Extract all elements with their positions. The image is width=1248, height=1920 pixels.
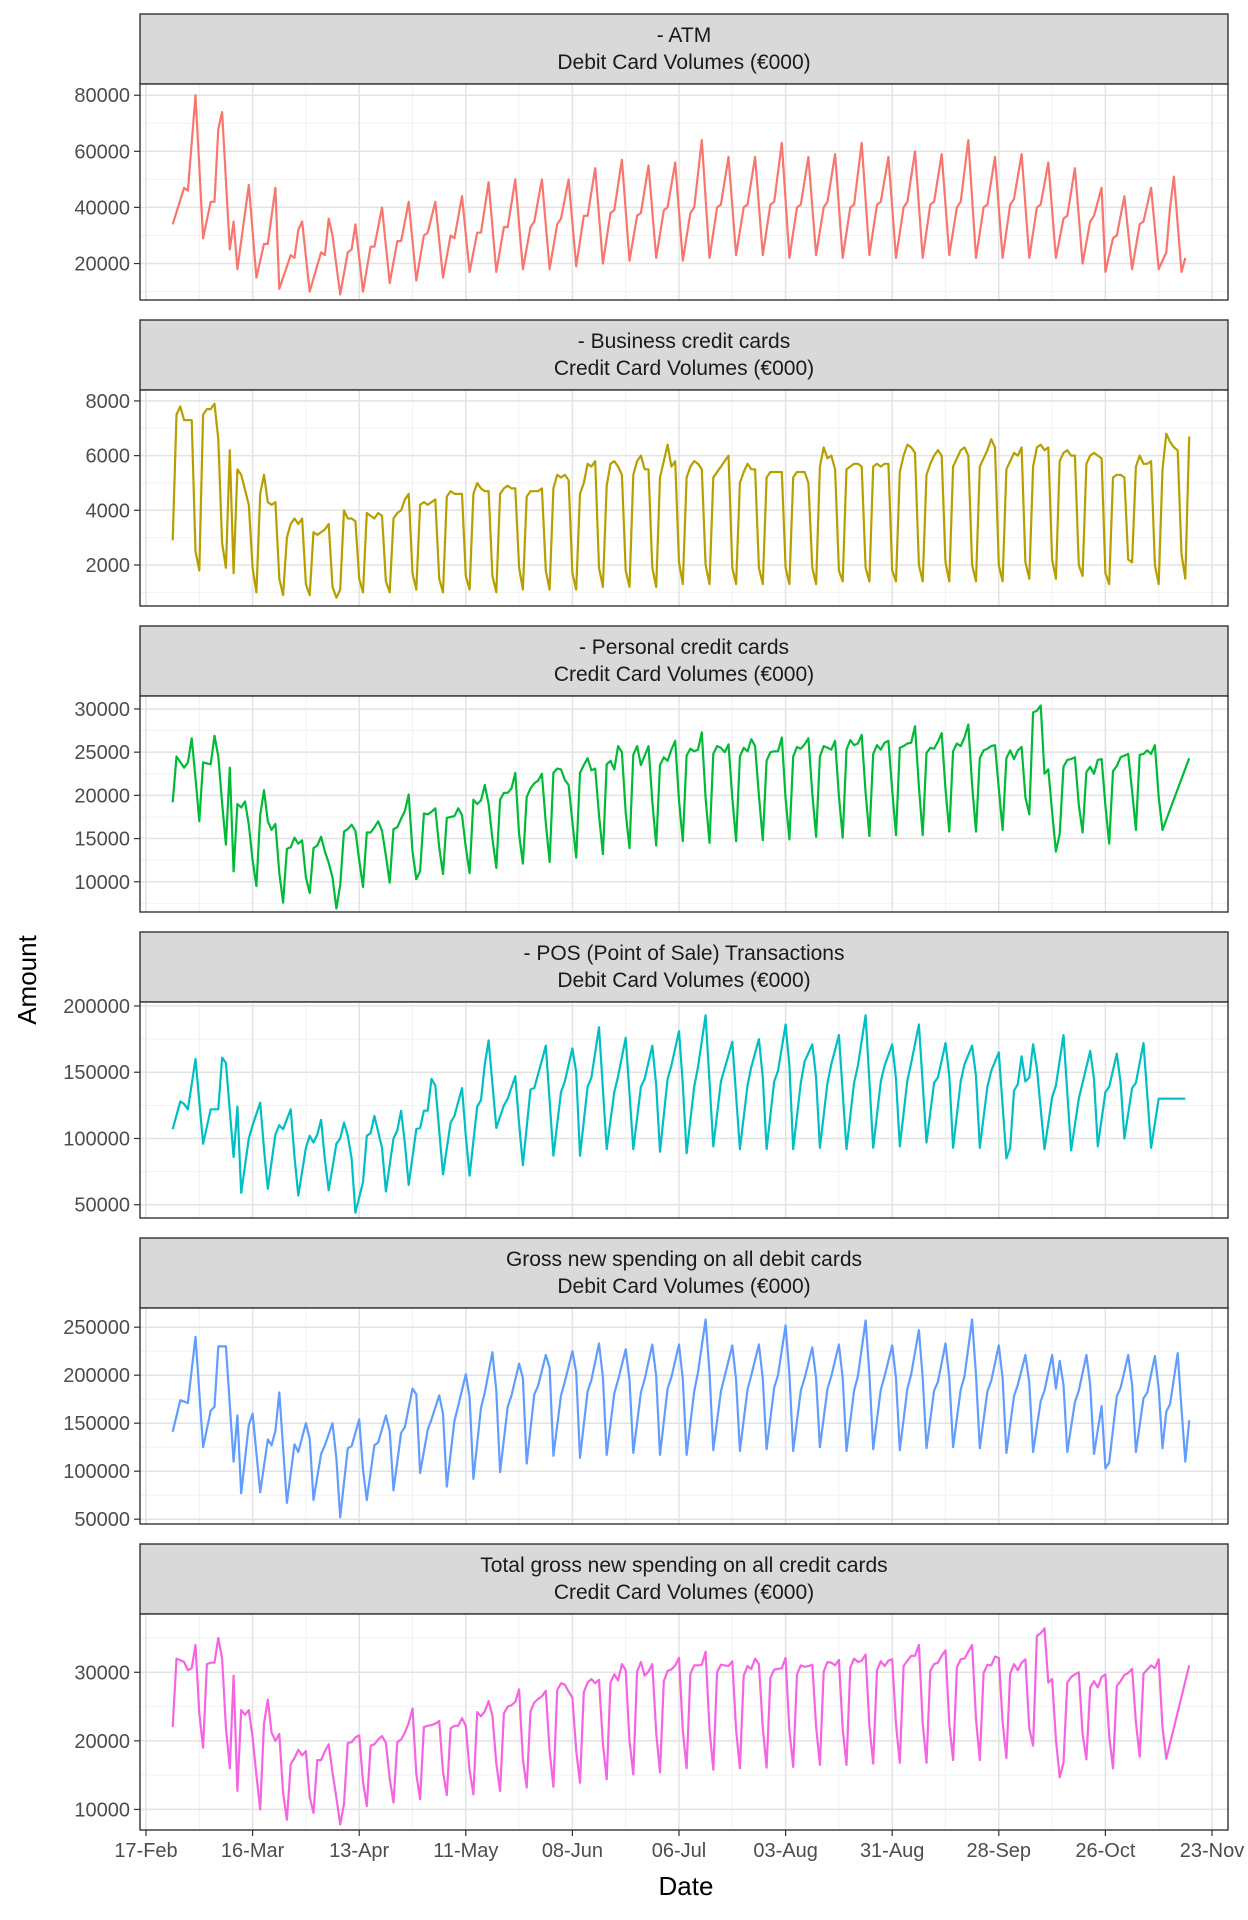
strip-label: Debit Card Volumes (€000) — [557, 969, 810, 992]
y-tick-label: 50000 — [74, 1195, 130, 1217]
y-tick-label: 30000 — [74, 699, 130, 721]
chart-panels: - ATM Debit Card Volumes (€000) 20000 40000… — [63, 13, 1229, 1831]
y-tick-label: 4000 — [86, 500, 131, 522]
y-tick-label: 150000 — [63, 1062, 130, 1084]
series-line — [171, 94, 1187, 296]
y-tick-label: 10000 — [74, 1799, 130, 1821]
panel-background — [140, 84, 1228, 300]
panel-border — [139, 1001, 1229, 1219]
x-tick-label: 16-Mar — [221, 1840, 285, 1862]
y-tick-label: 20000 — [74, 1731, 130, 1753]
x-tick-label: 03-Aug — [753, 1840, 818, 1862]
series-line — [171, 704, 1191, 910]
y-tick-label: 150000 — [63, 1413, 130, 1435]
y-tick-label: 2000 — [86, 555, 131, 577]
y-tick-label: 250000 — [63, 1317, 130, 1339]
y-tick-label: 10000 — [74, 872, 130, 894]
x-tick-label: 28-Sep — [967, 1840, 1032, 1862]
strip-label: Credit Card Volumes (€000) — [554, 357, 814, 380]
y-tick-label: 100000 — [63, 1461, 130, 1483]
panel-strip — [139, 13, 1229, 85]
y-axis-title: Amount — [12, 934, 42, 1024]
panel-border — [139, 1613, 1229, 1831]
x-tick-label: 31-Aug — [860, 1840, 925, 1862]
strip-label: - Personal credit cards — [579, 636, 789, 659]
x-tick-label: 11-May — [433, 1840, 498, 1862]
panel-border — [139, 1307, 1229, 1525]
panel: - POS (Point of Sale) Transactions Debit … — [63, 931, 1229, 1219]
strip-label: - ATM — [657, 24, 711, 47]
y-tick-label: 50000 — [74, 1509, 130, 1531]
y-tick-label: 100000 — [63, 1128, 130, 1150]
x-tick-label: 06-Jul — [652, 1840, 706, 1862]
y-tick-label: 40000 — [74, 197, 130, 219]
x-tick-label: 17-Feb — [114, 1840, 177, 1862]
panel-strip — [139, 931, 1229, 1003]
y-tick-label: 20000 — [74, 254, 130, 276]
x-tick-label: 23-Nov — [1180, 1840, 1244, 1862]
y-tick-label: 25000 — [74, 742, 130, 764]
x-tick-label: 26-Oct — [1075, 1840, 1135, 1862]
strip-label: Debit Card Volumes (€000) — [557, 51, 810, 74]
y-tick-label: 80000 — [74, 85, 130, 107]
panel: Gross new spending on all debit cards Deb… — [63, 1237, 1229, 1531]
series-line — [171, 1014, 1186, 1214]
panel: - Personal credit cards Credit Card Volum… — [74, 625, 1229, 913]
strip-label: - POS (Point of Sale) Transactions — [524, 942, 845, 965]
y-tick-label: 30000 — [74, 1662, 130, 1684]
panel: Total gross new spending on all credit c… — [74, 1543, 1229, 1831]
y-tick-label: 6000 — [86, 446, 131, 468]
panel-strip — [139, 1237, 1229, 1309]
y-tick-label: 8000 — [86, 391, 131, 413]
series-line — [171, 402, 1191, 599]
x-tick-label: 08-Jun — [542, 1840, 603, 1862]
strip-label: - Business credit cards — [578, 330, 790, 353]
y-tick-label: 200000 — [63, 1365, 130, 1387]
x-axis: 17-Feb 16-Mar 13-Apr 11-May 08-Jun 06-Jul 03-A… — [114, 1830, 1244, 1862]
y-tick-label: 60000 — [74, 141, 130, 163]
panel-strip — [139, 1543, 1229, 1615]
strip-label: Total gross new spending on all credit c… — [480, 1554, 887, 1577]
y-tick-label: 200000 — [63, 996, 130, 1018]
panel-border — [139, 695, 1229, 913]
x-tick-label: 13-Apr — [329, 1840, 389, 1862]
panel: - Business credit cards Credit Card Volum… — [86, 319, 1229, 607]
panel: - ATM Debit Card Volumes (€000) 20000 40000… — [74, 13, 1229, 301]
panel-border — [139, 389, 1229, 607]
panel-strip — [139, 625, 1229, 697]
panel-strip — [139, 319, 1229, 391]
series-line — [171, 1627, 1191, 1826]
series-line — [171, 1318, 1191, 1519]
strip-label: Credit Card Volumes (€000) — [554, 1581, 814, 1604]
strip-label: Gross new spending on all debit cards — [506, 1248, 862, 1271]
strip-label: Debit Card Volumes (€000) — [557, 1275, 810, 1298]
panel-border — [139, 83, 1229, 301]
x-axis-title: Date — [659, 1871, 714, 1901]
strip-label: Credit Card Volumes (€000) — [554, 663, 814, 686]
y-tick-label: 20000 — [74, 785, 130, 807]
y-tick-label: 15000 — [74, 829, 130, 851]
